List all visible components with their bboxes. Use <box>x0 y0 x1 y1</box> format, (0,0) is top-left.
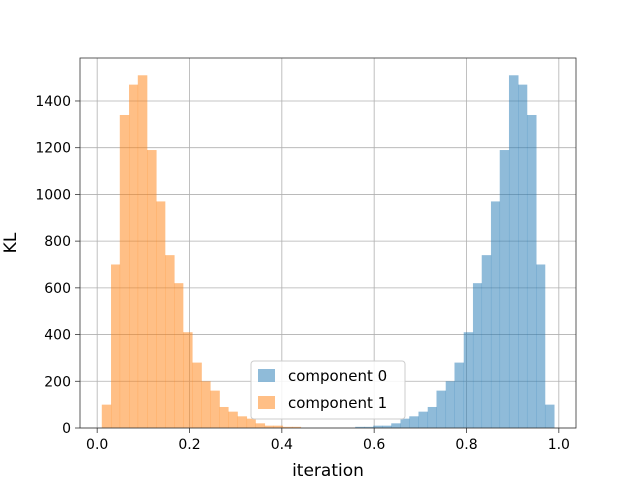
histogram-bar-component-0 <box>355 426 365 428</box>
plot-frame <box>79 57 577 429</box>
histogram-bar-component-1 <box>111 264 121 428</box>
histogram-bar-component-1 <box>183 332 193 428</box>
histogram-bar-component-1 <box>156 201 166 428</box>
histogram-bar-component-1 <box>101 404 112 428</box>
histogram-bar-component-1 <box>273 425 284 428</box>
histogram-bar-component-0 <box>544 404 555 428</box>
histogram-bar-component-1 <box>201 381 211 428</box>
histogram-bar-component-1 <box>147 150 157 428</box>
histogram-bar-component-0 <box>481 255 492 428</box>
histogram-bar-component-1 <box>192 362 202 428</box>
histogram-bar-component-0 <box>364 426 374 428</box>
y-tick-label: 1000 <box>35 187 71 203</box>
histogram-bar-component-1 <box>246 418 256 428</box>
y-tick-label: 1400 <box>35 94 71 110</box>
histogram-bar-component-1 <box>129 84 139 428</box>
histogram-bar-component-0 <box>436 390 447 428</box>
x-tick-label: 0.8 <box>455 437 477 453</box>
histogram-bar-component-1 <box>137 75 148 429</box>
histogram-bar-component-1 <box>165 255 175 428</box>
histogram-bar-component-1 <box>282 426 293 428</box>
histogram-bar-component-0 <box>490 201 501 428</box>
y-tick-label: 800 <box>44 234 71 250</box>
y-tick-label: 600 <box>44 281 71 297</box>
y-tick-label: 0 <box>62 421 71 437</box>
histogram-bar-component-1 <box>255 423 266 428</box>
histogram-bar-component-1 <box>219 406 229 428</box>
legend: component 0 component 1 <box>250 360 406 420</box>
y-axis-label: KL <box>1 232 21 253</box>
histogram-bar-component-1 <box>228 411 238 428</box>
histogram-bar-component-0 <box>382 425 392 428</box>
histogram-bar-component-0 <box>427 406 437 428</box>
x-tick-label: 0.6 <box>363 437 385 453</box>
histogram-bar-component-0 <box>499 150 510 428</box>
x-axis-label: iteration <box>292 461 364 480</box>
legend-box <box>250 360 406 420</box>
legend-swatch-component-0 <box>258 369 275 382</box>
histogram-bar-component-0 <box>472 283 483 428</box>
histogram-bar-component-0 <box>463 332 474 428</box>
histogram-bar-component-0 <box>536 264 546 428</box>
histogram-bar-component-0 <box>445 381 455 428</box>
histogram-bar-component-1 <box>174 283 184 428</box>
x-tick-label: 0.2 <box>178 437 200 453</box>
axis-ticks: 0.0 0.2 0.4 0.6 0.8 1.0 0 200 400 600 800 1000 1200 1… <box>35 94 570 453</box>
histogram-bar-component-1 <box>291 426 302 428</box>
histogram-bar-component-0 <box>400 418 410 428</box>
histogram-bar-component-0 <box>409 416 419 428</box>
histogram-bar-component-0 <box>391 423 401 428</box>
histogram-bar-component-1 <box>119 114 130 429</box>
histogram-bars <box>101 75 555 429</box>
y-tick-label: 200 <box>44 374 71 390</box>
legend-label-component-1: component 1 <box>288 394 387 412</box>
histogram-bar-component-1 <box>237 416 248 428</box>
histogram-bar-component-0 <box>418 411 429 428</box>
histogram-bar-component-1 <box>264 425 274 428</box>
legend-swatch-component-1 <box>258 396 275 409</box>
x-tick-label: 0.4 <box>271 437 293 453</box>
histogram-bar-component-0 <box>518 84 528 428</box>
histogram-bar-component-0 <box>508 75 519 429</box>
x-tick-label: 1.0 <box>548 437 570 453</box>
y-tick-label: 400 <box>44 328 71 344</box>
histogram-bar-component-0 <box>526 114 537 429</box>
legend-label-component-0: component 0 <box>288 367 387 385</box>
histogram-bar-component-0 <box>373 425 383 428</box>
histogram-bar-component-1 <box>210 390 220 428</box>
y-tick-label: 1200 <box>35 141 71 157</box>
histogram-bar-component-0 <box>454 362 465 428</box>
x-tick-label: 0.0 <box>86 437 108 453</box>
